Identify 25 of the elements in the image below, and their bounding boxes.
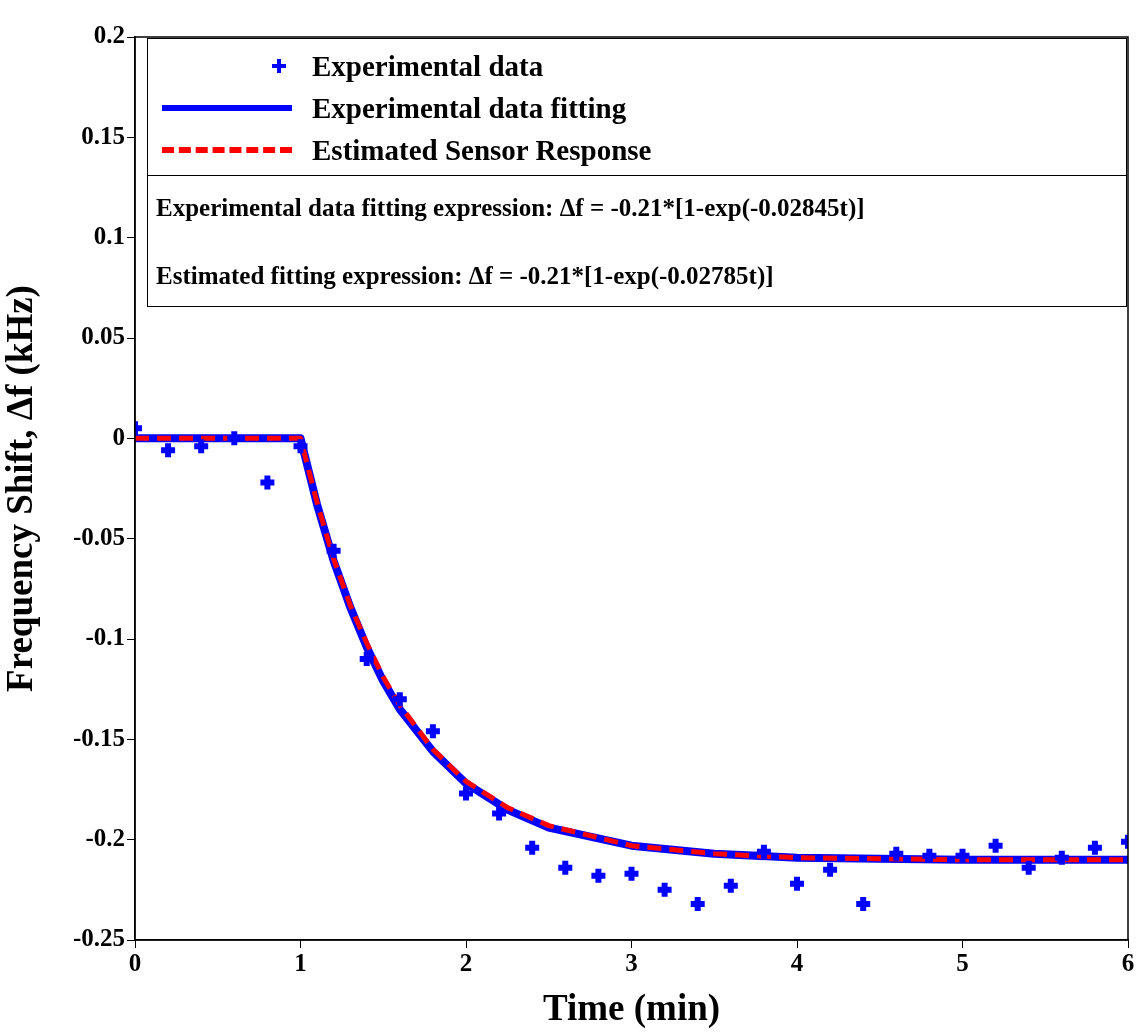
annotation: Experimental data fitting expression: Δf = -0.21*[1-exp(-0.02845t)]	[156, 193, 866, 222]
x-tick-label: 2	[459, 949, 473, 977]
y-tick-label: -0.1	[85, 623, 125, 651]
y-tick-label: 0.2	[93, 21, 125, 49]
y-tick-label: 0.1	[93, 222, 125, 250]
y-tick-label: -0.2	[85, 824, 125, 852]
x-axis-title: Time (min)	[542, 987, 721, 1030]
x-tick-label: 3	[625, 949, 638, 977]
legend-label: Experimental data fitting	[312, 91, 627, 125]
y-tick-label: 0.15	[81, 121, 125, 149]
x-tick-label: 4	[790, 949, 804, 977]
y-tick-label: 0	[112, 422, 125, 450]
x-tick-label: 0	[128, 949, 142, 977]
y-tick-label: -0.05	[72, 523, 125, 551]
legend-label: Experimental data	[312, 49, 544, 83]
legend-label: Estimated Sensor Response	[312, 133, 652, 167]
note-box: Experimental data fitting expression: Δf = -0.21*[1-exp(-0.02845t)] Estimated fitting expression: Δf = -0.21*[1-exp(-0.02785t)]	[147, 174, 1127, 307]
x-tick-label: 1	[294, 949, 307, 977]
y-tick-label: -0.15	[72, 723, 125, 751]
x-tick-label: 5	[956, 949, 969, 977]
y-tick-label: -0.25	[72, 924, 125, 952]
x-tick-label: 6	[1121, 949, 1135, 977]
y-axis-title: Frequency Shift, Δf (kHz)	[0, 285, 41, 692]
annotation: Estimated fitting expression: Δf = -0.21*[1-exp(-0.02785t)]	[156, 261, 775, 290]
y-tick-label: 0.05	[81, 322, 125, 350]
